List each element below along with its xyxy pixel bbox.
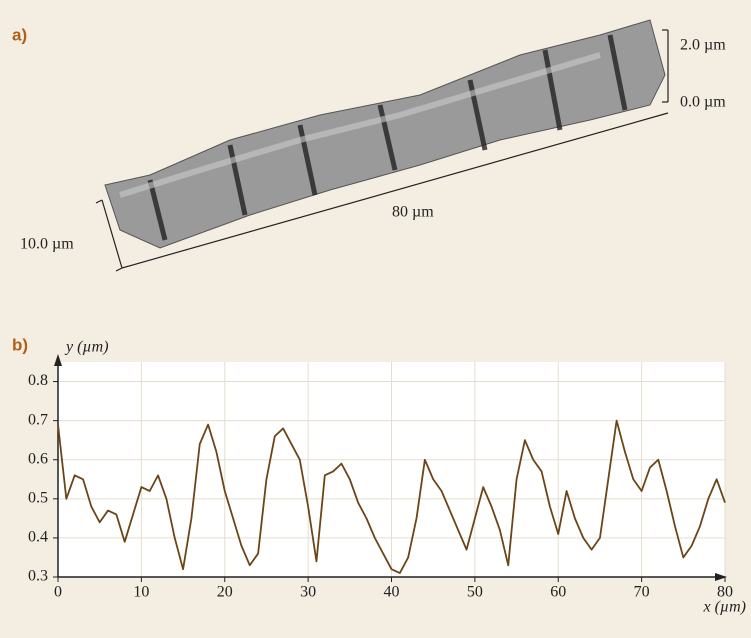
length-label: 80 µm (392, 204, 434, 221)
panel-label: b) (12, 335, 28, 354)
y-tick-label: 0.8 (28, 372, 48, 389)
data-line (57, 419, 726, 574)
z-top-label: 2.0 µm (680, 37, 726, 54)
y-tick-label: 0.4 (28, 529, 48, 546)
y-tick-label: 0.3 (28, 568, 48, 585)
x-tick-label: 30 (300, 584, 316, 601)
y-axis-label: y (µm) (64, 339, 109, 356)
x-tick-label: 10 (133, 584, 149, 601)
x-tick-label: 40 (384, 584, 400, 601)
y-tick-label: 0.7 (28, 411, 48, 428)
panel-label: a) (12, 25, 27, 44)
x-tick-label: 20 (217, 584, 233, 601)
x-axis-arrow (715, 573, 727, 581)
z-bottom-label: 0.0 µm (680, 94, 726, 111)
width-label: 10.0 µm (20, 236, 74, 253)
afm-axes (95, 29, 669, 272)
x-tick-label: 80 (717, 584, 733, 601)
afm-surface (104, 19, 666, 249)
x-axis-label: x (µm) (702, 599, 746, 616)
x-tick-label: 60 (550, 584, 566, 601)
y-tick-label: 0.6 (28, 450, 48, 467)
x-tick-label: 50 (467, 584, 483, 601)
y-axis-arrow (54, 354, 62, 366)
x-tick-label: 0 (54, 584, 62, 601)
y-tick-label: 0.5 (28, 489, 48, 506)
x-tick-label: 70 (634, 584, 650, 601)
